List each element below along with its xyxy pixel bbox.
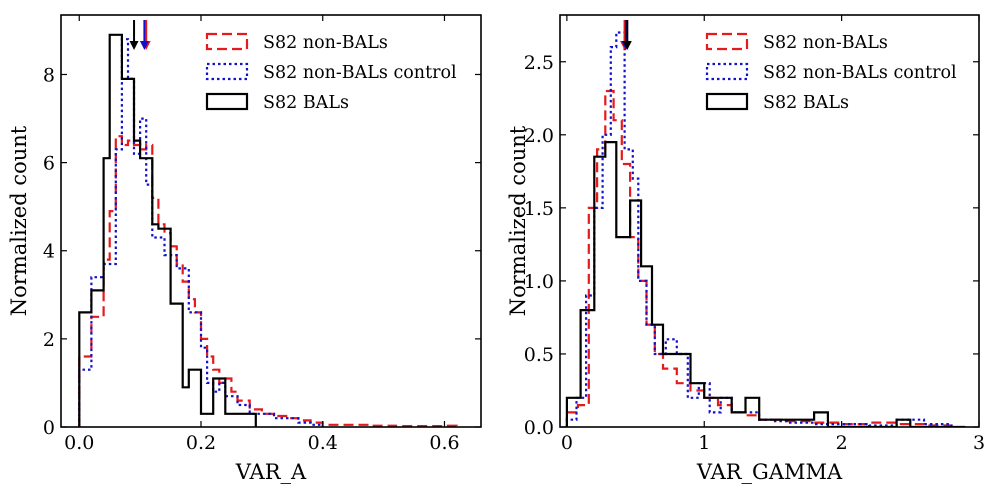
histogram-s82-non-bals — [78, 135, 458, 427]
histogram-s82-non-bals-control — [78, 38, 324, 427]
legend: S82 non-BALs S82 non-BALs control S82 BALs — [205, 32, 457, 113]
x-tick-label: 0.0 — [64, 432, 94, 454]
x-tick-label: 0.2 — [186, 432, 216, 454]
y-axis-label: Normalized count — [506, 125, 530, 316]
y-tick-label: 2 — [43, 329, 55, 351]
legend-label: S82 BALs — [263, 93, 349, 113]
median-arrow-2 — [139, 20, 149, 50]
x-axis-label: VAR_GAMMA — [696, 460, 843, 484]
y-axis-label: Normalized count — [7, 125, 31, 316]
legend-swatch — [205, 62, 249, 81]
legend-label: S82 non-BALs control — [763, 63, 957, 83]
y-tick-label: 2.0 — [524, 125, 554, 147]
y-tick-label: 0.0 — [524, 417, 554, 439]
y-tick-label: 1.5 — [524, 198, 554, 220]
y-tick-label: 4 — [43, 241, 55, 263]
y-tick-label: 8 — [43, 64, 55, 86]
y-tick-label: 0.5 — [524, 344, 554, 366]
histogram-s82-bals — [565, 141, 966, 427]
legend-swatch — [705, 32, 749, 51]
x-tick-label: 0.6 — [429, 432, 459, 454]
x-tick-label: 0.4 — [308, 432, 338, 454]
legend-swatch — [205, 92, 249, 111]
axes-frame — [60, 14, 482, 428]
x-axis-label: VAR_A — [235, 460, 307, 484]
legend-label: S82 non-BALs — [763, 33, 888, 53]
x-tick-label: 3 — [973, 432, 985, 454]
legend-swatch — [205, 32, 249, 51]
legend-label: S82 BALs — [763, 93, 849, 113]
y-tick-label: 1.0 — [524, 271, 554, 293]
y-tick-label: 2.5 — [524, 52, 554, 74]
histogram-s82-non-bals-control — [565, 31, 953, 427]
y-tick-label: 0 — [43, 417, 55, 439]
median-arrow-3 — [622, 20, 632, 50]
legend-swatch — [705, 92, 749, 111]
median-arrow-3 — [129, 20, 139, 50]
x-tick-label: 1 — [698, 432, 710, 454]
legend-label: S82 non-BALs control — [263, 63, 457, 83]
y-tick-label: 6 — [43, 153, 55, 175]
chart-panel-1: 0.0 0.2 0.4 0.6 0 2 4 6 8 VAR_A Normalized count S8… — [7, 14, 482, 484]
axes-frame — [559, 14, 980, 428]
chart-panel-2: 0 1 2 3 0.0 0.5 1.0 1.5 2.0 2.5 VAR_GAMMA Normalize… — [506, 14, 985, 484]
histogram-s82-bals — [78, 33, 257, 427]
x-tick-label: 0 — [561, 432, 573, 454]
x-tick-label: 2 — [836, 432, 848, 454]
legend-label: S82 non-BALs — [263, 33, 388, 53]
legend-swatch — [705, 62, 749, 81]
legend: S82 non-BALs S82 non-BALs control S82 BALs — [705, 32, 957, 113]
